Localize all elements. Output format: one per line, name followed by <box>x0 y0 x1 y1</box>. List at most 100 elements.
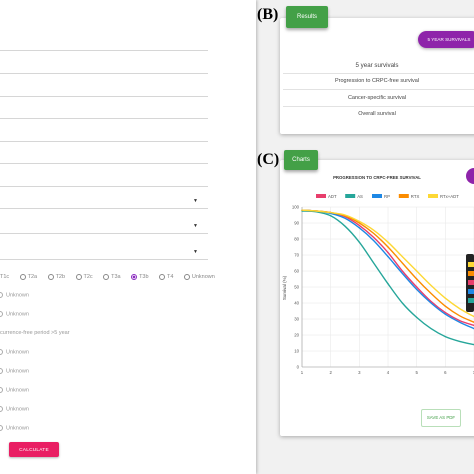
radio-button[interactable] <box>0 349 3 355</box>
chart-grid <box>301 206 474 368</box>
form-select-underline[interactable] <box>0 233 208 234</box>
radio-button[interactable] <box>0 311 3 317</box>
radio-button[interactable] <box>0 368 3 374</box>
x-tick-label: 4 <box>387 370 390 375</box>
data-point <box>444 335 447 338</box>
data-point <box>329 211 332 214</box>
radio-option[interactable]: T3a <box>103 268 121 286</box>
data-point <box>387 283 389 285</box>
option-row[interactable]: Unknown <box>0 425 29 431</box>
data-point <box>415 286 418 288</box>
form-select-underline[interactable] <box>0 259 208 260</box>
tooltip-swatch <box>468 289 474 294</box>
charts-card <box>280 160 474 436</box>
y-tick-label: 20 <box>294 333 299 338</box>
option-row[interactable]: Unknown <box>0 368 29 374</box>
y-tick-label: 100 <box>292 205 300 210</box>
form-field-underline[interactable] <box>0 73 208 74</box>
chart-menu-button[interactable] <box>466 168 474 184</box>
tumor-stage-radio-group: T1c T2a T2b T2c T3a T3b T4 Unknown <box>0 268 215 282</box>
data-point <box>329 215 332 217</box>
radio-option[interactable]: Unknown <box>183 268 215 286</box>
chart-points <box>301 209 474 346</box>
option-row[interactable]: Unknown <box>0 292 29 298</box>
data-point <box>444 305 447 307</box>
chart-title: PROGRESSION TO CRPC-FREE SURVIVAL <box>333 175 421 180</box>
data-point <box>358 224 361 227</box>
data-point <box>415 316 418 319</box>
result-row: Overall survival <box>358 111 396 117</box>
radio-button[interactable] <box>0 406 3 412</box>
data-point <box>444 313 447 315</box>
panel-letter-c: (C) <box>257 151 280 168</box>
data-point <box>415 288 418 291</box>
radio-button[interactable] <box>0 292 3 298</box>
radio-option[interactable]: T2c <box>75 268 93 286</box>
form-field-underline[interactable] <box>0 186 208 187</box>
chart-ticks: 0 10 20 30 40 50 60 70 80 90 100 1 2 3 4 5 6 7 <box>292 205 474 376</box>
legend-label: RTx+ADT <box>440 194 459 199</box>
radio-button[interactable] <box>47 273 54 280</box>
results-tab: Results <box>286 6 328 28</box>
form-field-underline[interactable] <box>0 50 208 51</box>
y-tick-label: 40 <box>294 301 299 306</box>
data-point <box>358 220 361 223</box>
option-row[interactable]: Unknown <box>0 311 29 317</box>
form-field-underline[interactable] <box>0 141 208 142</box>
data-point <box>444 297 447 299</box>
legend-label: ADT <box>328 194 337 199</box>
result-row: Cancer-specific survival <box>347 95 407 101</box>
dropdown-arrow-icon[interactable]: ▼ <box>193 223 198 229</box>
radio-button[interactable] <box>0 387 3 393</box>
option-row[interactable]: currence-free period >5 year <box>0 330 70 336</box>
radio-button[interactable] <box>75 273 82 280</box>
legend-label: AS <box>357 194 363 199</box>
form-field-underline[interactable] <box>0 163 208 164</box>
option-row[interactable]: Unknown <box>0 406 29 412</box>
form-field-underline[interactable] <box>0 96 208 97</box>
tooltip-swatch <box>468 271 474 276</box>
row-divider <box>283 106 474 107</box>
legend-swatch <box>345 194 356 198</box>
radio-option[interactable]: T2b <box>47 268 65 286</box>
radio-option[interactable]: T4 <box>159 268 173 286</box>
form-select-underline[interactable] <box>0 208 208 209</box>
y-tick-label: 10 <box>294 349 299 354</box>
radio-option[interactable]: T2a <box>19 268 37 286</box>
data-point <box>301 209 303 211</box>
data-point <box>415 278 418 280</box>
radio-button-selected[interactable] <box>131 273 138 280</box>
form-field-underline[interactable] <box>0 118 208 119</box>
y-tick-label: 70 <box>294 253 299 258</box>
save-as-pdf-button[interactable]: SAVE AS PDF <box>421 409 461 427</box>
x-tick-label: 6 <box>444 370 447 375</box>
x-tick-label: 7 <box>473 370 474 375</box>
chart-legend: ADT AS RP RTX RTx+ADT <box>316 194 459 199</box>
option-row[interactable]: Unknown <box>0 387 29 393</box>
radio-button[interactable] <box>0 425 3 431</box>
data-point <box>358 241 361 243</box>
row-divider <box>283 89 474 90</box>
radio-button[interactable] <box>159 273 165 280</box>
five-year-survivals-button[interactable]: 5 YEAR SURVIVALS <box>418 31 474 48</box>
data-point <box>387 251 389 254</box>
x-tick-label: 5 <box>415 370 418 375</box>
legend-swatch <box>398 194 409 198</box>
dropdown-arrow-icon[interactable]: ▼ <box>193 198 198 204</box>
radio-button[interactable] <box>103 273 110 280</box>
radio-option[interactable]: T1c <box>0 273 10 280</box>
charts-tab: Charts <box>284 150 318 170</box>
survival-chart: PROGRESSION TO CRPC-FREE SURVIVAL Surviv… <box>282 175 474 376</box>
data-point <box>415 270 418 272</box>
radio-button[interactable] <box>19 273 26 280</box>
y-tick-label: 80 <box>294 237 299 242</box>
option-row[interactable]: Unknown <box>0 349 29 355</box>
tooltip-swatch <box>468 262 474 267</box>
data-point <box>387 241 389 243</box>
radio-option-selected[interactable]: T3b <box>131 268 149 286</box>
calculate-button[interactable]: CALCULATE <box>9 442 59 457</box>
dropdown-arrow-icon[interactable]: ▼ <box>193 249 198 255</box>
radio-button[interactable] <box>183 273 190 280</box>
legend-swatch <box>428 194 438 198</box>
x-tick-label: 1 <box>301 370 304 375</box>
